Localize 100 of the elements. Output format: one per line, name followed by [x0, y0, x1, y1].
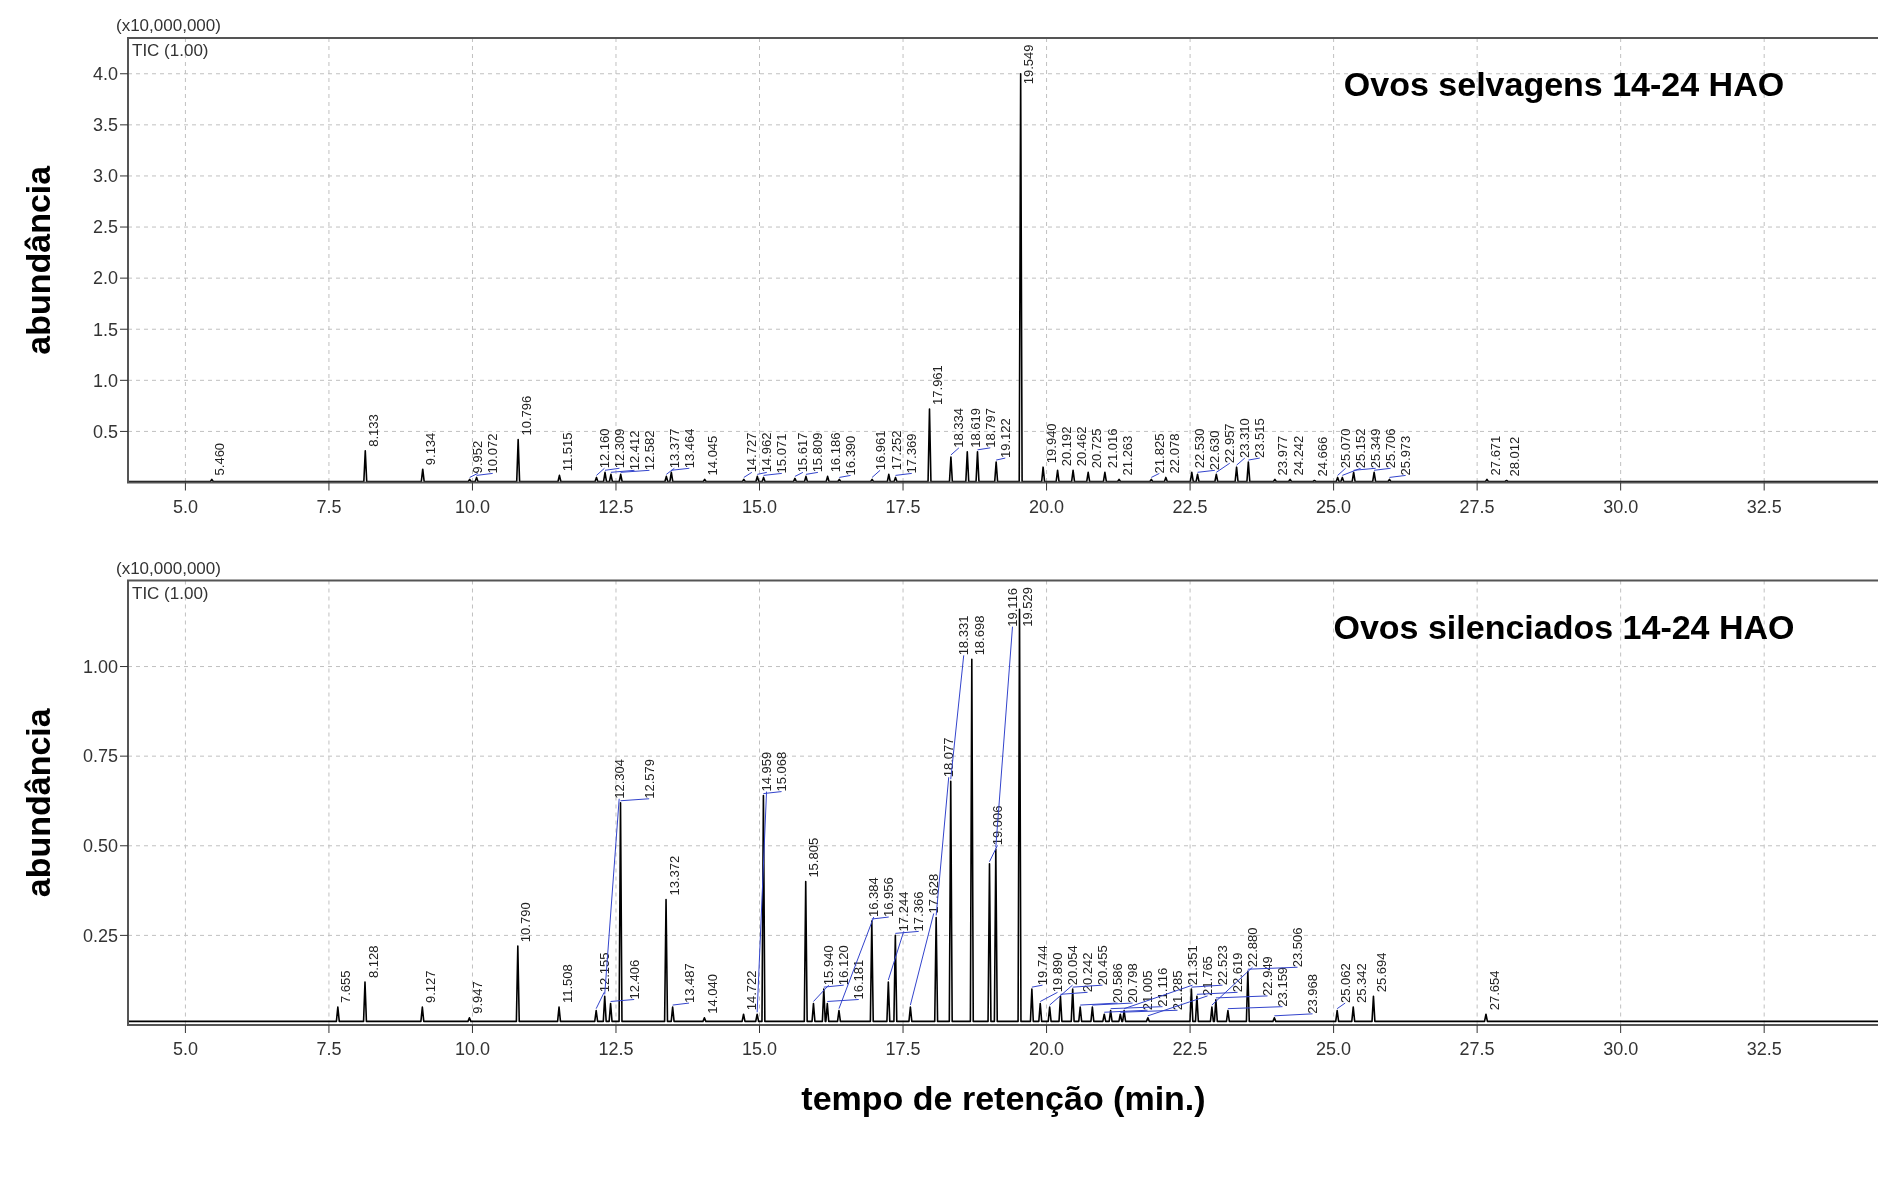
- annotation: 14.962: [759, 432, 775, 473]
- annotation: 17.366: [911, 891, 927, 932]
- annotation: 18.077: [941, 737, 957, 778]
- text: (x10,000,000): [116, 558, 221, 578]
- annotation: 20.455: [1095, 945, 1111, 986]
- annotation: TIC (1.00): [132, 583, 209, 603]
- annotation: 16.956: [881, 877, 897, 918]
- y-tick-label: 1.5: [92, 319, 118, 340]
- y-tick-label: 2.0: [92, 268, 118, 289]
- annotation: 13.372: [666, 855, 682, 896]
- annotation: 14.040: [704, 974, 720, 1014]
- annotation: 15.809: [810, 432, 826, 473]
- annotation: 12.579: [641, 758, 657, 799]
- annotation: 15.805: [806, 837, 822, 878]
- annotation: 15.940: [821, 945, 837, 986]
- annotation: 14.727: [744, 432, 760, 473]
- annotation: 9.127: [422, 970, 438, 1004]
- annotation: 17.369: [904, 433, 920, 474]
- x-tick-label: 7.5: [316, 496, 342, 517]
- annotation: 17.252: [889, 430, 905, 471]
- annotation: 23.515: [1252, 418, 1268, 459]
- annotation: 14.045: [705, 435, 721, 476]
- annotation: 24.242: [1290, 435, 1306, 476]
- annotation: 16.390: [843, 435, 859, 476]
- annotation: 19.006: [990, 805, 1006, 846]
- x-tick-label: 20.0: [1029, 496, 1065, 517]
- x-tick-label: 32.5: [1746, 496, 1782, 517]
- annotation: 16.384: [866, 877, 882, 918]
- annotation: 12.155: [596, 952, 612, 993]
- x-tick-label: 17.5: [885, 496, 921, 517]
- x-tick-label: 10.0: [454, 1039, 490, 1059]
- annotation: 10.072: [485, 433, 501, 474]
- annotation: 20.054: [1065, 945, 1081, 986]
- x-tick-label: 27.5: [1459, 496, 1495, 517]
- annotation: 17.961: [930, 365, 946, 405]
- annotation: 12.412: [627, 430, 643, 471]
- annotation: 21.825: [1151, 433, 1167, 474]
- annotation: 13.487: [681, 963, 697, 1004]
- annotation: 21.016: [1105, 428, 1121, 469]
- annotation: 22.619: [1230, 952, 1246, 993]
- annotation: 25.706: [1383, 428, 1399, 469]
- x-tick-label: 30.0: [1603, 496, 1639, 517]
- annotation: 21.116: [1155, 967, 1171, 1007]
- annotation: 22.630: [1207, 430, 1223, 471]
- annotation: 25.062: [1337, 963, 1353, 1004]
- annotation: 9.134: [423, 432, 439, 466]
- y-tick-label: 4.0: [92, 64, 118, 85]
- annotation: 9.947: [469, 981, 485, 1014]
- annotation: 10.790: [518, 902, 534, 943]
- annotation: 25.973: [1398, 435, 1414, 476]
- annotation: 25.694: [1374, 952, 1389, 993]
- annotation: 19.116: [1005, 587, 1021, 627]
- annotation: 27.654: [1486, 970, 1502, 1011]
- x-tick-label: 12.5: [598, 496, 634, 517]
- x-tick-label: 25.0: [1316, 1039, 1352, 1059]
- annotation: 23.977: [1275, 435, 1291, 476]
- x-tick-label: 12.5: [598, 1039, 634, 1059]
- text: Ovos silenciados 14-24 HAO: [1333, 607, 1795, 646]
- x-axis-title: tempo de retenção (min.): [801, 1079, 1206, 1117]
- x-tick-label: 27.5: [1459, 1039, 1495, 1059]
- annotation: 8.133: [365, 414, 381, 447]
- annotation: 22.523: [1215, 945, 1231, 986]
- annotation: 18.619: [967, 408, 983, 448]
- x-tick-label: 22.5: [1172, 1039, 1208, 1059]
- x-tick-label: 25.0: [1316, 496, 1352, 517]
- x-tick-label: 20.0: [1029, 1039, 1065, 1059]
- annotation: 25.070: [1338, 428, 1354, 469]
- annotation: 12.309: [612, 428, 628, 469]
- annotation: 20.192: [1058, 426, 1074, 467]
- annotation: 24.666: [1314, 436, 1330, 477]
- annotation: 11.508: [559, 964, 575, 1004]
- annotation: 13.377: [666, 428, 682, 469]
- annotation: 13.464: [681, 428, 697, 469]
- x-tick-label: 7.5: [316, 1039, 342, 1059]
- y-tick-label: 0.75: [82, 746, 118, 767]
- annotation: 12.304: [611, 758, 627, 799]
- annotation: 9.952: [470, 440, 486, 474]
- annotation: 25.349: [1368, 428, 1384, 469]
- annotation: 20.586: [1110, 963, 1126, 1004]
- annotation: 23.159: [1275, 966, 1291, 1007]
- annotation: 20.242: [1080, 952, 1096, 993]
- annotation: 23.506: [1290, 927, 1306, 968]
- annotation: 19.122: [997, 418, 1013, 459]
- annotation: 20.798: [1125, 963, 1141, 1004]
- annotation: 17.628: [926, 873, 942, 914]
- annotation: 14.722: [744, 970, 760, 1011]
- y-tick-label: 0.5: [92, 421, 118, 442]
- annotation: 15.068: [774, 751, 790, 792]
- annotation: 16.186: [828, 432, 844, 473]
- annotation: 18.334: [951, 408, 967, 448]
- annotation: 5.460: [212, 442, 228, 476]
- annotation: 25.152: [1353, 428, 1369, 469]
- x-tick-label: 15.0: [741, 496, 778, 517]
- annotation: 21.263: [1120, 435, 1136, 476]
- annotation: 12.406: [626, 959, 642, 1000]
- annotation: 14.959: [759, 751, 775, 792]
- annotation: 16.961: [872, 430, 888, 471]
- annotation: 27.671: [1487, 435, 1503, 476]
- annotation: 21.765: [1200, 956, 1216, 996]
- x-tick-label: 10.0: [454, 496, 490, 517]
